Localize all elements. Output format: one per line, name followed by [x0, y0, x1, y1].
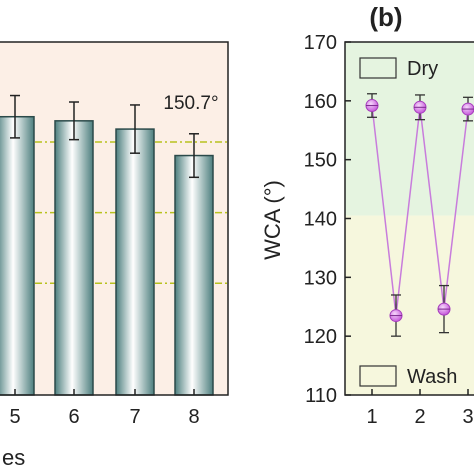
x-tick-label-2: 2 [414, 406, 425, 428]
y-tick-label-150: 150 [304, 150, 337, 172]
x-tick-label-3: 3 [462, 406, 473, 428]
panel-b-legend: Dry Wash [359, 57, 457, 388]
panel-a-x-ticks: 5 6 7 8 [9, 389, 200, 428]
y-tick-label-140: 140 [304, 209, 337, 231]
bar-5 [0, 115, 35, 396]
x-tick-label-5: 5 [9, 406, 20, 428]
legend-label-dry: Dry [407, 58, 438, 80]
legend-swatch-dry [359, 57, 397, 79]
x-tick-label-7: 7 [129, 406, 140, 428]
legend-swatch-wash [359, 365, 397, 387]
x-tick-label-6: 6 [68, 406, 79, 428]
panel-b-y-ticks: 110 120 130 140 150 160 170 [304, 32, 351, 407]
panel-b-series [365, 93, 474, 337]
x-tick-label-8: 8 [188, 406, 199, 428]
y-tick-label-130: 130 [304, 267, 337, 289]
panel-a-bars [0, 94, 214, 396]
panel-b-y-axis-label: WCA (°) [260, 180, 285, 260]
y-tick-label-170: 170 [304, 32, 337, 54]
bar-8 [174, 154, 214, 396]
panel-b: 110 120 130 140 150 160 170 1 2 3 WCA (°) (b) Dr… [260, 2, 474, 428]
y-tick-label-120: 120 [304, 326, 337, 348]
y-tick-label-110: 110 [305, 385, 337, 407]
panel-b-x-ticks: 1 2 3 [366, 389, 474, 428]
y-tick-label-160: 160 [304, 91, 337, 113]
x-tick-label-1: 1 [366, 406, 377, 428]
panel-a-annotation: 150.7° [163, 93, 218, 114]
legend-label-wash: Wash [407, 366, 457, 388]
bar-6 [54, 120, 94, 396]
wash-region [345, 215, 474, 395]
panel-a-frame [0, 41, 229, 396]
panel-b-label: (b) [369, 2, 402, 32]
bar-7 [115, 128, 155, 396]
panel-a: 5 6 7 8 150.7° es [0, 41, 229, 470]
panel-a-x-axis-label: es [2, 445, 25, 470]
